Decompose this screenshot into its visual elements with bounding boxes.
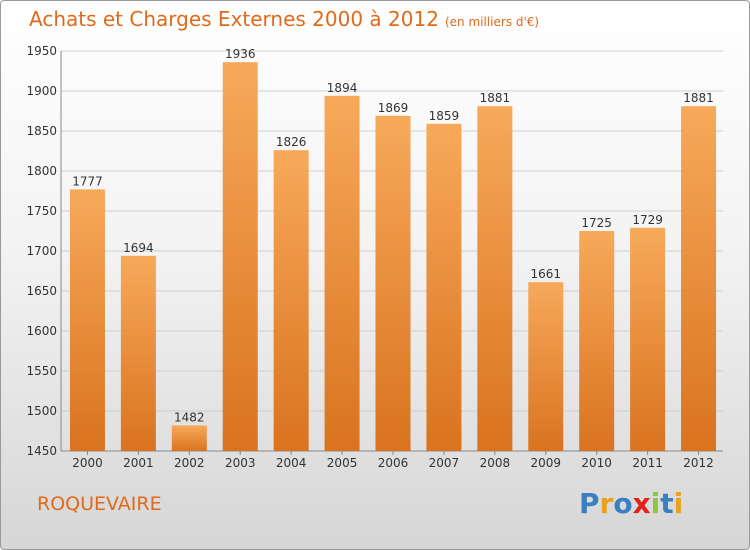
x-tick-label-2006: 2006 bbox=[378, 456, 409, 470]
x-tick-label-2000: 2000 bbox=[72, 456, 103, 470]
logo-letter: r bbox=[599, 487, 614, 520]
data-label-2009: 1661 bbox=[530, 267, 561, 281]
logo-letter: x bbox=[632, 487, 651, 520]
y-tick-label: 1700 bbox=[26, 244, 57, 258]
logo-letter: t bbox=[660, 487, 674, 520]
y-tick-label: 1850 bbox=[26, 124, 57, 138]
x-tick-label-2004: 2004 bbox=[276, 456, 307, 470]
bar-2004 bbox=[273, 150, 309, 451]
bar-2012 bbox=[681, 106, 717, 451]
data-label-2001: 1694 bbox=[123, 241, 154, 255]
data-label-2000: 1777 bbox=[72, 174, 103, 188]
commune-name: ROQUEVAIRE bbox=[37, 493, 162, 515]
logo-letter: P bbox=[579, 487, 600, 520]
y-tick-label: 1950 bbox=[26, 44, 57, 58]
bar-2006 bbox=[375, 115, 411, 452]
bar-2002 bbox=[171, 425, 207, 451]
x-tick-label-2012: 2012 bbox=[683, 456, 714, 470]
y-tick-label: 1550 bbox=[26, 364, 57, 378]
bar-2011 bbox=[630, 227, 666, 451]
chart-title-text: Achats et Charges Externes 2000 à 2012 bbox=[29, 7, 439, 31]
x-tick-label-2002: 2002 bbox=[174, 456, 205, 470]
x-tick-label-2007: 2007 bbox=[429, 456, 460, 470]
logo-letter: i bbox=[673, 487, 684, 520]
data-label-2011: 1729 bbox=[632, 213, 663, 227]
bar-2000 bbox=[69, 189, 105, 451]
logo-letter: o bbox=[613, 487, 633, 520]
bar-2005 bbox=[324, 95, 360, 452]
bar-2001 bbox=[120, 255, 156, 451]
logo-letter: i bbox=[650, 487, 661, 520]
data-label-2005: 1894 bbox=[327, 81, 358, 95]
data-label-2007: 1859 bbox=[429, 109, 460, 123]
chart-title: Achats et Charges Externes 2000 à 2012 (e… bbox=[29, 7, 539, 31]
data-labels: 1777 1694 1482 1936 1826 1894 1869 1859 1881 1661… bbox=[72, 47, 714, 424]
x-tick-label-2001: 2001 bbox=[123, 456, 154, 470]
data-label-2002: 1482 bbox=[174, 410, 205, 424]
x-tick-label-2003: 2003 bbox=[225, 456, 256, 470]
proxiti-logo[interactable]: Proxiti bbox=[579, 487, 683, 520]
bar-2009 bbox=[528, 282, 564, 451]
x-tick-label-2005: 2005 bbox=[327, 456, 358, 470]
y-tick-label: 1900 bbox=[26, 84, 57, 98]
data-label-2003: 1936 bbox=[225, 47, 256, 61]
y-tick-labels: 1450 1500 1550 1600 1650 1700 1750 1800 1850 1900… bbox=[26, 44, 57, 458]
bar-2007 bbox=[426, 123, 462, 452]
bar-2008 bbox=[477, 106, 513, 451]
data-label-2004: 1826 bbox=[276, 135, 307, 149]
chart-unit: (en milliers d'€) bbox=[444, 15, 540, 29]
x-tick-labels: 2000 2001 2002 2003 2004 2005 2006 2007 2008 2009… bbox=[72, 451, 714, 470]
y-tick-label: 1650 bbox=[26, 284, 57, 298]
y-tick-label: 1750 bbox=[26, 204, 57, 218]
bar-2010 bbox=[579, 231, 615, 451]
data-label-2012: 1881 bbox=[683, 91, 714, 105]
bars bbox=[69, 62, 717, 452]
bar-2003 bbox=[222, 62, 258, 451]
y-tick-label: 1500 bbox=[26, 404, 57, 418]
y-tick-label: 1600 bbox=[26, 324, 57, 338]
y-tick-label: 1800 bbox=[26, 164, 57, 178]
x-tick-label-2011: 2011 bbox=[632, 456, 663, 470]
data-label-2006: 1869 bbox=[378, 101, 409, 115]
data-label-2010: 1725 bbox=[581, 216, 612, 230]
y-tick-label: 1450 bbox=[26, 444, 57, 458]
data-label-2008: 1881 bbox=[480, 91, 511, 105]
x-tick-label-2008: 2008 bbox=[480, 456, 511, 470]
x-tick-label-2009: 2009 bbox=[530, 456, 561, 470]
x-tick-label-2010: 2010 bbox=[581, 456, 612, 470]
